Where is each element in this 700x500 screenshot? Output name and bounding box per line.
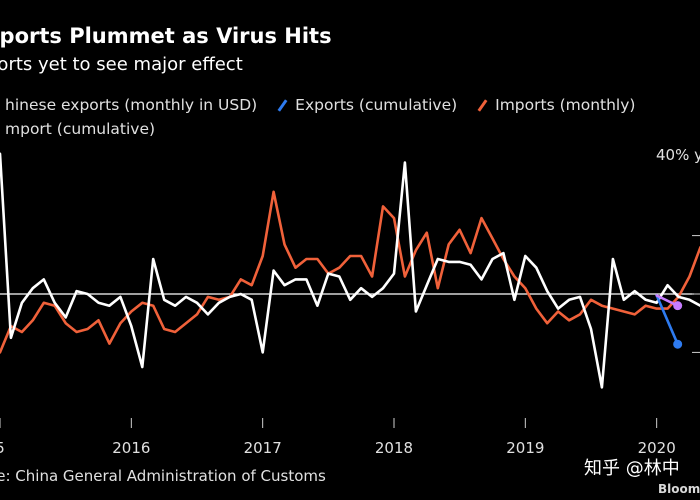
legend-item-import-cumulative: mport (cumulative) (0, 117, 155, 141)
series-endpoint-exports-cumulative (673, 339, 683, 349)
legend-item-exports-cumulative: Exports (cumulative) (276, 93, 457, 117)
series-line-exports-monthly (0, 152, 700, 389)
x-tick-label-3: 2018 (375, 439, 413, 457)
legend-label-import-cumulative: mport (cumulative) (5, 120, 156, 138)
zhihu-watermark: 知乎 @林中 (584, 458, 680, 479)
x-tick-label-5: 2020 (638, 439, 676, 457)
chart-subtitle: ports yet to see major effect (0, 54, 243, 75)
legend-label-exports-monthly: hinese exports (monthly in USD) (5, 96, 258, 114)
legend-label-imports-monthly: Imports (monthly) (495, 96, 636, 114)
legend-item-imports-monthly: Imports (monthly) (476, 93, 635, 117)
x-tick-label-2: 2017 (244, 439, 282, 457)
bloomberg-logo: Bloom (658, 482, 700, 496)
legend-item-exports-monthly: hinese exports (monthly in USD) (0, 93, 257, 117)
legend-label-exports-cumulative: Exports (cumulative) (295, 96, 458, 114)
source-note: ce: China General Administration of Cust… (0, 467, 326, 485)
x-tick-label-4: 2019 (506, 439, 544, 457)
series-line-imports-monthly (0, 190, 700, 354)
series-line-exports-cumulative (655, 294, 680, 346)
y-tick-label-0: 40% y (656, 146, 700, 164)
series-endpoint-import-cumulative (673, 301, 683, 311)
x-tick-label-0: 5 (0, 439, 5, 457)
x-tick-label-1: 2016 (112, 439, 150, 457)
legend: hinese exports (monthly in USD) Exports … (0, 93, 700, 141)
chart-title: xports Plummet as Virus Hits (0, 24, 332, 48)
